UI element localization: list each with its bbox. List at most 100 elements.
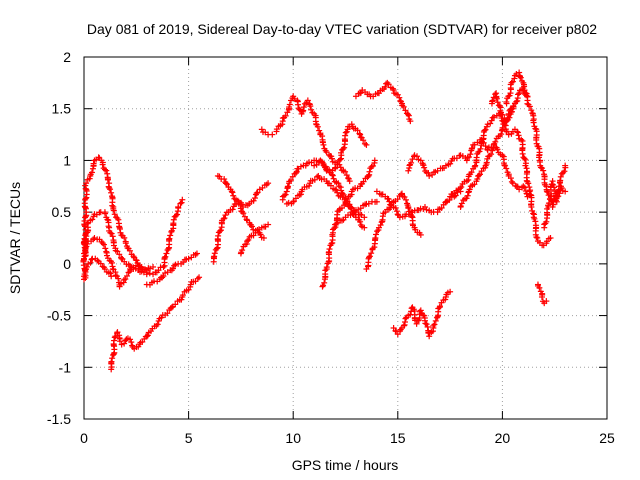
data-point-marker: [505, 131, 512, 138]
data-point-marker: [107, 270, 114, 277]
data-point-marker: [543, 218, 550, 225]
data-point-marker: [213, 245, 220, 252]
data-point-marker: [112, 272, 119, 279]
data-point-marker: [83, 180, 90, 187]
data-point-marker: [104, 216, 111, 223]
data-point-marker: [393, 208, 400, 215]
data-point-marker: [357, 89, 364, 96]
data-point-marker: [329, 172, 336, 179]
data-point-marker: [245, 236, 252, 243]
data-point-marker: [284, 183, 291, 190]
data-point-marker: [171, 262, 178, 269]
data-point-marker: [481, 127, 488, 134]
data-point-marker: [162, 269, 169, 276]
gridlines: [84, 57, 607, 419]
data-point-marker: [357, 218, 364, 225]
data-point-marker: [365, 172, 372, 179]
data-point-marker: [516, 90, 523, 97]
data-point-marker: [551, 184, 558, 191]
data-point-marker: [162, 253, 169, 260]
data-point-marker: [447, 160, 454, 167]
data-point-marker: [543, 188, 550, 195]
data-point-marker: [109, 202, 116, 209]
data-point-marker: [526, 103, 533, 110]
data-point-marker: [390, 87, 397, 94]
data-point-marker: [502, 162, 509, 169]
data-point-marker: [102, 210, 109, 217]
y-tick-label: 0: [63, 256, 71, 272]
data-point-marker: [468, 169, 475, 176]
data-point-marker: [328, 155, 335, 162]
data-point-marker: [216, 228, 223, 235]
data-point-marker: [458, 184, 465, 191]
data-point-marker: [117, 338, 124, 345]
data-point-marker: [110, 242, 117, 249]
data-point-marker: [477, 145, 484, 152]
chart-title: Day 081 of 2019, Sidereal Day-to-day VTE…: [87, 21, 597, 37]
data-point-marker: [394, 331, 401, 338]
data-point-marker: [230, 192, 237, 199]
data-point-marker: [282, 112, 289, 119]
data-point-marker: [114, 329, 121, 336]
y-tick-label: 2: [63, 49, 71, 65]
data-point-marker: [196, 274, 203, 281]
data-point-marker: [178, 199, 185, 206]
data-point-marker: [505, 93, 512, 100]
data-point-marker: [555, 193, 562, 200]
data-point-marker: [515, 132, 522, 139]
data-point-marker: [431, 321, 438, 328]
data-point-marker: [117, 280, 124, 287]
data-point-marker: [281, 192, 288, 199]
data-point-marker: [466, 186, 473, 193]
data-point-marker: [297, 163, 304, 170]
data-point-marker: [360, 137, 367, 144]
data-point-marker: [326, 246, 333, 253]
data-point-marker: [121, 340, 128, 347]
data-point-marker: [116, 283, 123, 290]
data-point-marker: [239, 208, 246, 215]
data-point-marker: [159, 274, 166, 281]
data-point-marker: [530, 210, 537, 217]
data-point-marker: [342, 132, 349, 139]
y-axis-label: SDTVAR / TECUs: [7, 182, 23, 294]
data-point-marker: [217, 227, 224, 234]
data-point-marker: [407, 118, 414, 125]
data-point-marker: [116, 251, 123, 258]
data-point-marker: [322, 267, 329, 274]
data-point-marker: [528, 107, 535, 114]
data-point-marker: [396, 214, 403, 221]
data-point-marker: [342, 168, 349, 175]
data-point-marker: [331, 225, 338, 232]
data-point-marker: [374, 228, 381, 235]
data-point-marker: [326, 166, 333, 173]
data-point-marker: [332, 164, 339, 171]
data-point-marker: [193, 250, 200, 257]
data-point-marker: [84, 240, 91, 247]
data-point-marker: [108, 230, 115, 237]
data-point-marker: [516, 73, 523, 80]
data-point-marker: [104, 252, 111, 259]
data-point-marker: [122, 276, 129, 283]
data-point-marker: [540, 167, 547, 174]
data-point-marker: [292, 170, 299, 177]
data-point-marker: [160, 263, 167, 270]
data-point-marker: [396, 94, 403, 101]
data-point-marker: [425, 170, 432, 177]
data-point-marker: [366, 168, 373, 175]
data-point-marker: [154, 321, 161, 328]
data-point-marker: [99, 240, 106, 247]
data-point-marker: [308, 106, 315, 113]
data-point-marker: [489, 98, 496, 105]
data-point-marker: [366, 253, 373, 260]
data-point-marker: [500, 118, 507, 125]
data-point-marker: [469, 145, 476, 152]
data-point-marker: [521, 155, 528, 162]
data-point-marker: [317, 157, 324, 164]
data-point-marker: [89, 216, 96, 223]
data-point-marker: [296, 106, 303, 113]
data-point-marker: [524, 193, 531, 200]
data-point-marker: [87, 259, 94, 266]
data-point-marker: [300, 107, 307, 114]
y-tick-label: -0.5: [47, 308, 71, 324]
data-point-marker: [215, 232, 222, 239]
